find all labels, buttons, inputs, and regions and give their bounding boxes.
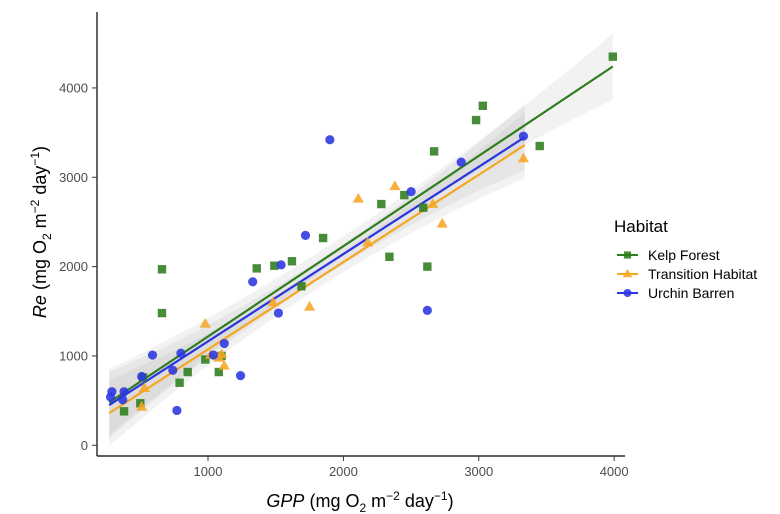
kelp-forest-point	[214, 367, 224, 377]
kelp-forest-point	[201, 355, 210, 364]
x-tick-label: 4000	[600, 464, 629, 479]
legend-key-marker	[623, 251, 632, 259]
transition-habitat-point	[215, 348, 228, 359]
kelp-forest-point	[287, 257, 297, 266]
urchin-barren-point	[147, 350, 158, 360]
transition-habitat-point	[352, 192, 364, 203]
urchin-barren-point	[325, 135, 335, 145]
kelp-forest-point	[535, 141, 544, 151]
kelp-forest-point	[252, 264, 261, 273]
kelp-forest-point	[478, 101, 488, 111]
transition-habitat-point	[389, 180, 401, 191]
regression-line	[108, 144, 526, 415]
transition-habitat-point	[218, 359, 230, 370]
urchin-barren-point	[168, 365, 178, 375]
transition-habitat-point	[303, 300, 316, 311]
kelp-forest-point	[471, 115, 481, 125]
kelp-forest-point	[423, 262, 432, 271]
urchin-barren-point	[119, 387, 129, 397]
kelp-forest-point	[400, 190, 409, 200]
legend-label: Kelp Forest	[648, 247, 720, 263]
urchin-barren-point	[235, 370, 246, 381]
regression-line	[108, 136, 526, 407]
urchin-barren-point	[219, 338, 229, 349]
y-axis-title: Re (mg O2 m−2 day−1)	[28, 146, 54, 318]
kelp-forest-point	[157, 265, 167, 274]
transition-habitat-point	[136, 401, 148, 411]
x-tick-label: 1000	[194, 464, 223, 479]
y-tick-label: 4000	[59, 80, 88, 95]
urchin-barren-point	[107, 387, 117, 397]
x-axis-title: GPP (mg O2 m−2 day−1)	[266, 489, 453, 514]
kelp-forest-point	[270, 261, 279, 270]
x-tick-label: 3000	[464, 464, 493, 479]
urchin-barren-point	[518, 131, 529, 141]
kelp-forest-point	[429, 147, 439, 156]
urchin-barren-point	[208, 350, 219, 360]
kelp-forest-point	[419, 203, 428, 212]
transition-habitat-point	[138, 382, 151, 392]
kelp-forest-point	[183, 367, 192, 377]
legend-label: Urchin Barren	[648, 285, 734, 301]
kelp-forest-point	[377, 199, 386, 209]
urchin-barren-point	[406, 186, 416, 197]
axes: 1000 2000 3000 4000 0 1000 2000 3000 4000	[59, 12, 629, 479]
y-tick-label: 3000	[59, 170, 88, 185]
regression-line	[108, 65, 614, 404]
transition-habitat-point	[436, 217, 448, 228]
kelp-forest-point	[157, 308, 167, 318]
urchin-barren-point	[172, 405, 182, 416]
urchin-barren-point	[176, 348, 186, 358]
kelp-forest-point	[297, 282, 306, 291]
transition-habitat-point	[267, 296, 279, 307]
y-tick-label: 1000	[59, 348, 88, 363]
data-points	[105, 52, 618, 416]
urchin-barren-point	[137, 371, 147, 382]
kelp-forest-point	[608, 52, 618, 61]
confidence-bands	[109, 33, 613, 447]
x-tick-label: 2000	[329, 464, 358, 479]
urchin-barren-point	[276, 260, 286, 270]
kelp-forest-point	[175, 378, 184, 387]
urchin-barren-point	[248, 277, 258, 287]
legend: Habitat Kelp Forest Transition Habitat Urc…	[614, 217, 757, 301]
legend-label: Transition Habitat	[648, 266, 757, 282]
regression-lines	[108, 65, 614, 415]
y-tick-label: 2000	[59, 259, 88, 274]
urchin-barren-point	[456, 157, 466, 167]
transition-habitat-point	[199, 317, 211, 328]
urchin-barren-point	[300, 230, 311, 240]
kelp-forest-point	[318, 233, 328, 243]
urchin-barren-point	[118, 395, 128, 405]
transition-habitat-point	[427, 198, 439, 208]
urchin-barren-point	[422, 305, 432, 315]
kelp-forest-point	[136, 399, 145, 408]
legend-key-marker	[622, 268, 633, 278]
transition-habitat-point	[517, 152, 530, 163]
transition-habitat-point	[362, 236, 374, 247]
y-tick-label: 0	[81, 438, 88, 453]
urchin-barren-point	[273, 308, 284, 318]
kelp-forest-point	[119, 407, 129, 416]
kelp-forest-point	[385, 252, 394, 261]
legend-title: Habitat	[614, 217, 668, 236]
legend-key-marker	[623, 289, 632, 297]
